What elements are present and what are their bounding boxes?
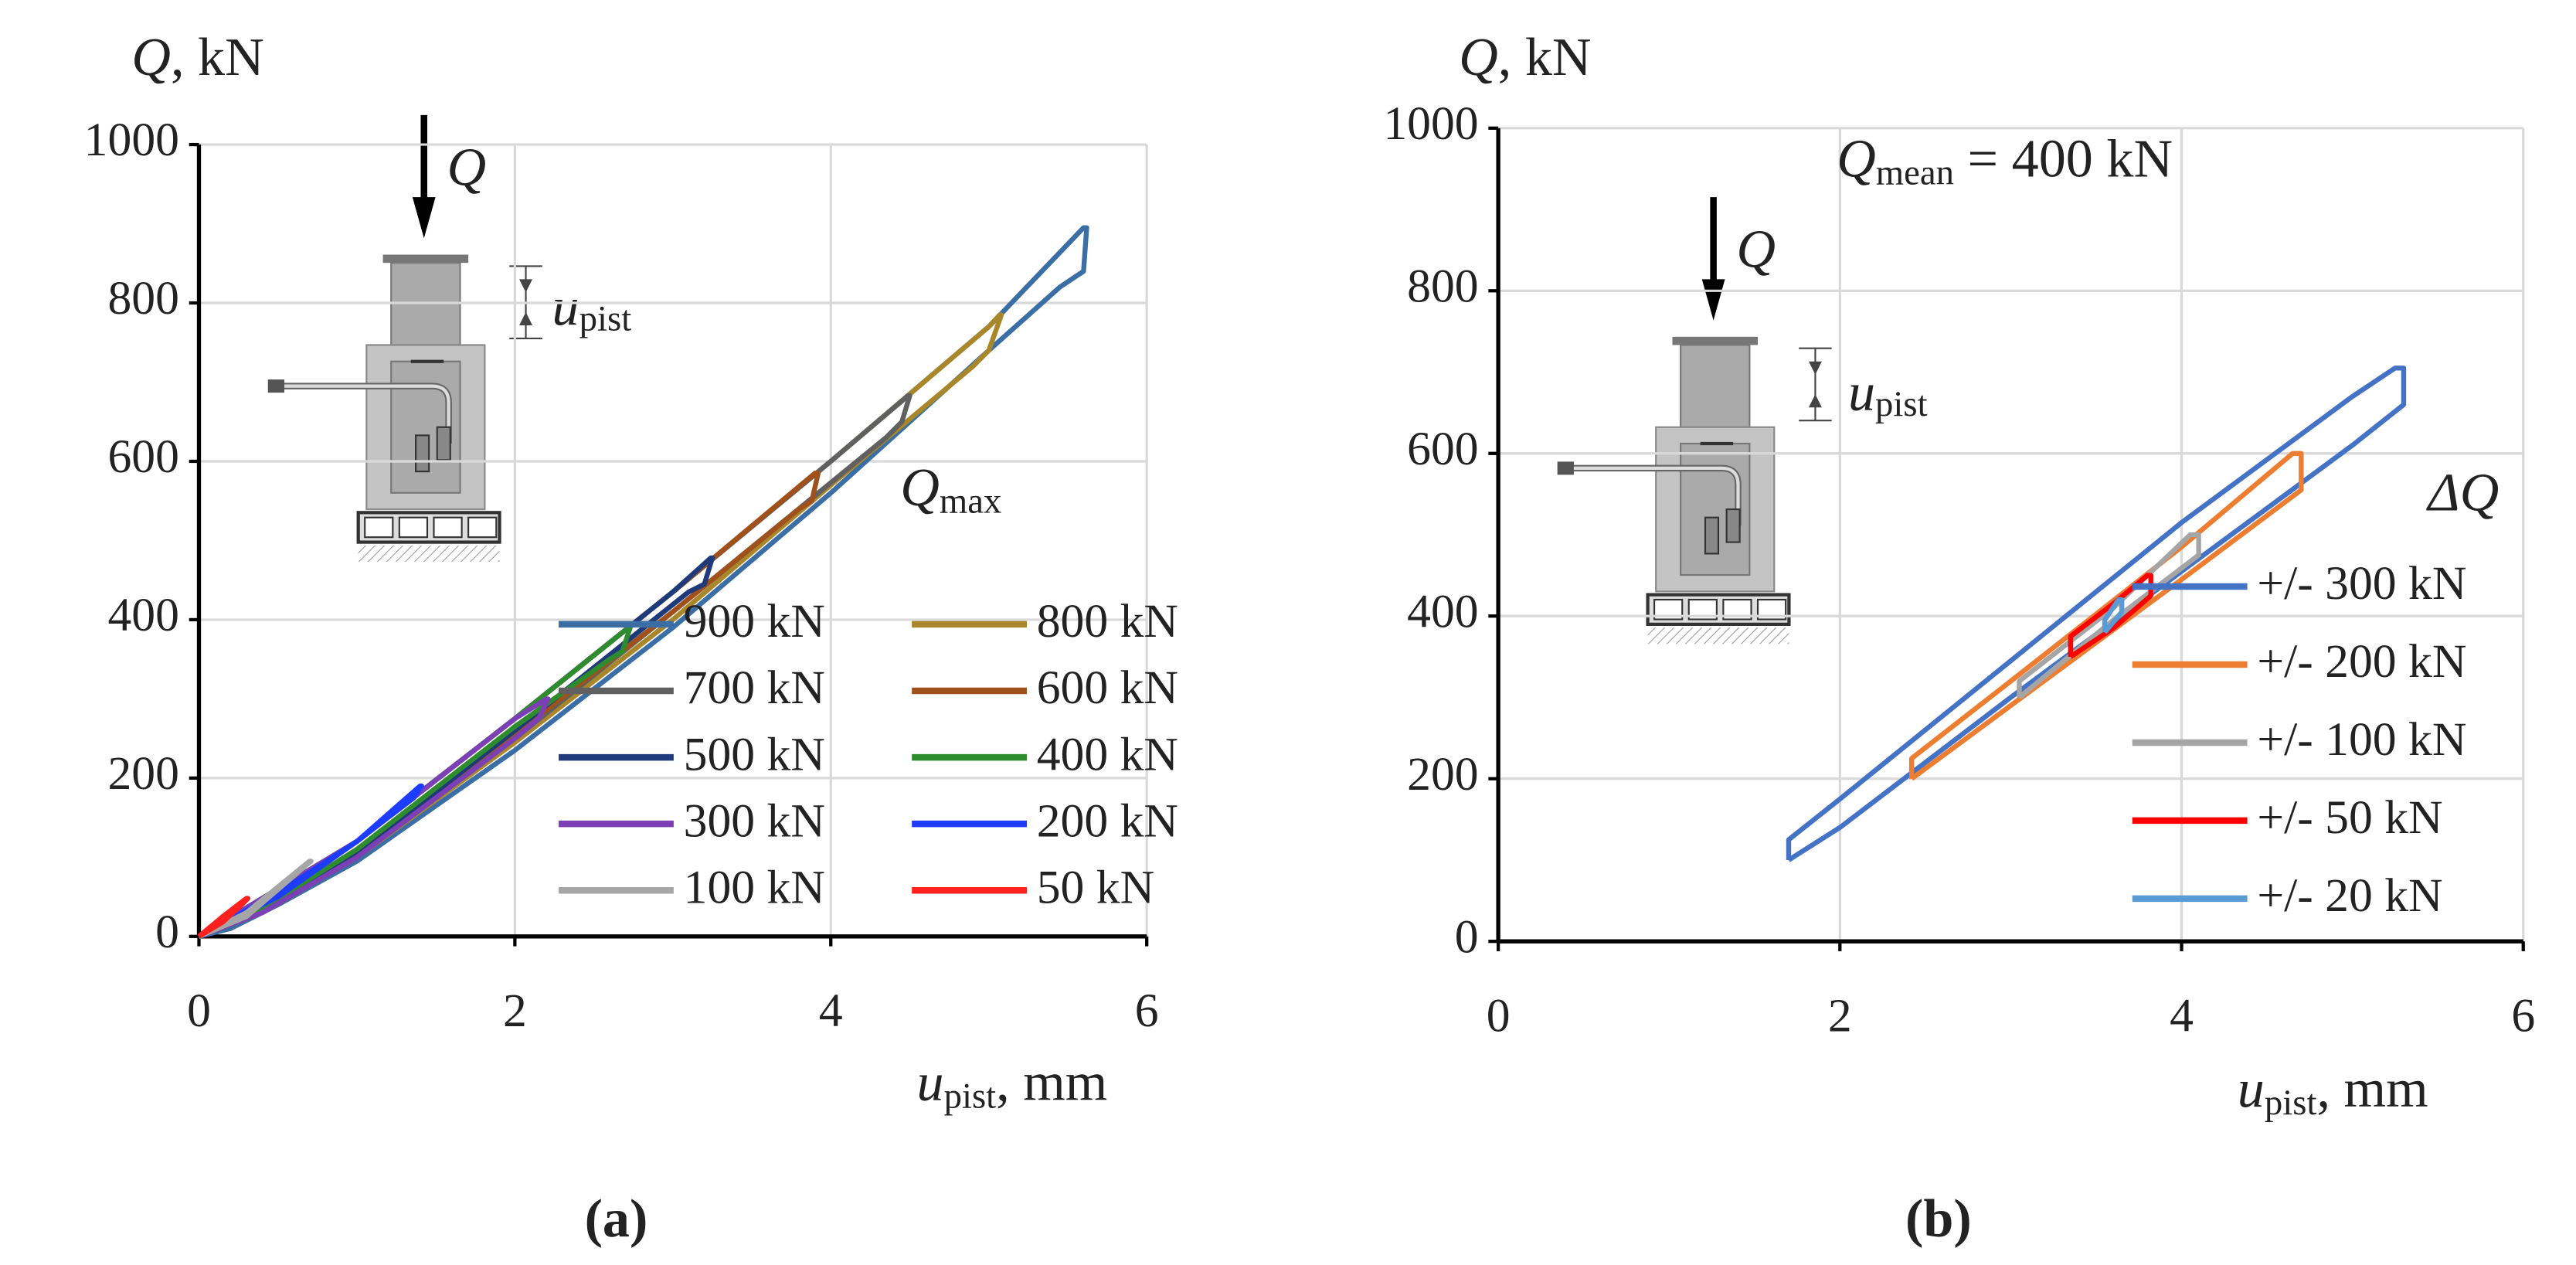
- y-tick-label: 600: [1407, 423, 1478, 475]
- annotation-part: mean: [1876, 152, 1954, 192]
- series-line: [2017, 532, 2201, 699]
- series-line: [197, 225, 1089, 939]
- legend-label: 700 kN: [684, 661, 825, 714]
- legend-label: 800 kN: [1037, 595, 1178, 648]
- annotation-part: Q: [1837, 129, 1876, 189]
- y-tick-label: 0: [1455, 910, 1479, 963]
- legend-label: 100 kN: [684, 862, 825, 914]
- x-tick-label: 2: [503, 984, 527, 1037]
- y-axis-label-part: Q: [1459, 27, 1498, 87]
- panel-label: (b): [1905, 1188, 1972, 1249]
- x-axis-label-part: , mm: [2316, 1059, 2428, 1119]
- x-tick-label: 6: [2511, 989, 2535, 1042]
- x-axis-label-part: u: [2238, 1059, 2265, 1119]
- inset-jack: Q upist: [268, 115, 631, 562]
- legend-title: Qmax: [900, 457, 1001, 522]
- inset-displacement-label: upist: [1848, 362, 1928, 424]
- legend-label: +/- 20 kN: [2257, 869, 2442, 922]
- series-line: [2068, 573, 2153, 659]
- y-tick-label: 800: [107, 272, 178, 325]
- x-tick-label: 0: [1487, 989, 1511, 1042]
- legend-title: ΔQ: [2425, 462, 2499, 522]
- y-tick-label: 200: [1407, 748, 1478, 801]
- series-line: [1786, 366, 2407, 862]
- x-tick-label: 2: [1828, 989, 1852, 1042]
- legend-label: 400 kN: [1037, 728, 1178, 780]
- legend-label: 600 kN: [1037, 661, 1178, 714]
- inset-jack: Q upist: [1558, 197, 1928, 644]
- legend-title-part: Q: [900, 457, 940, 518]
- y-tick-label: 1000: [84, 114, 179, 166]
- x-axis-label: upist, mm: [2238, 1059, 2428, 1123]
- legend-label: 900 kN: [684, 595, 825, 648]
- x-axis-label-part: u: [917, 1052, 944, 1112]
- annotation: Qmean = 400 kN: [1837, 129, 2173, 193]
- series-line: [197, 896, 251, 939]
- y-axis-label: Q, kN: [131, 27, 263, 87]
- legend-label: +/- 50 kN: [2257, 791, 2442, 844]
- legend-label: 500 kN: [684, 728, 825, 780]
- x-axis-label: upist, mm: [917, 1052, 1108, 1116]
- y-axis-label-part: Q: [131, 27, 171, 87]
- annotation-part: = 400 kN: [1954, 129, 2173, 189]
- series-line: [198, 859, 314, 939]
- y-tick-label: 800: [1407, 260, 1478, 312]
- inset-displacement-label: upist: [552, 277, 632, 338]
- inset-force-label: Q: [447, 137, 487, 197]
- y-axis-label: Q, kN: [1459, 27, 1591, 87]
- y-tick-label: 400: [1407, 585, 1478, 638]
- x-tick-label: 6: [1135, 984, 1159, 1037]
- inset-force-label: Q: [1736, 219, 1776, 280]
- series-line: [197, 783, 424, 939]
- legend-label: 300 kN: [684, 794, 825, 847]
- x-tick-label: 0: [187, 984, 211, 1037]
- x-tick-label: 4: [819, 984, 843, 1037]
- series-line: [197, 555, 715, 939]
- legend-label: 50 kN: [1037, 862, 1154, 914]
- y-axis-label-part: , kN: [1498, 27, 1592, 87]
- series-line: [2102, 597, 2125, 634]
- panel-label: (a): [585, 1188, 648, 1249]
- x-axis-label-part: pist: [2265, 1083, 2317, 1123]
- legend-title-part: max: [940, 481, 1002, 521]
- y-tick-label: 0: [155, 906, 179, 958]
- series-line: [197, 696, 551, 939]
- y-tick-label: 200: [107, 747, 178, 800]
- y-axis-label-part: , kN: [171, 27, 264, 87]
- legend-label: +/- 300 kN: [2257, 557, 2466, 610]
- y-tick-label: 1000: [1383, 97, 1478, 150]
- y-tick-label: 600: [107, 430, 178, 483]
- y-tick-label: 400: [107, 589, 178, 641]
- x-axis-label-part: pist: [944, 1076, 997, 1116]
- legend-label: 200 kN: [1037, 794, 1178, 847]
- x-tick-label: 4: [2170, 989, 2194, 1042]
- x-axis-label-part: , mm: [996, 1052, 1107, 1112]
- legend-label: +/- 200 kN: [2257, 635, 2466, 688]
- legend-label: +/- 100 kN: [2257, 713, 2466, 766]
